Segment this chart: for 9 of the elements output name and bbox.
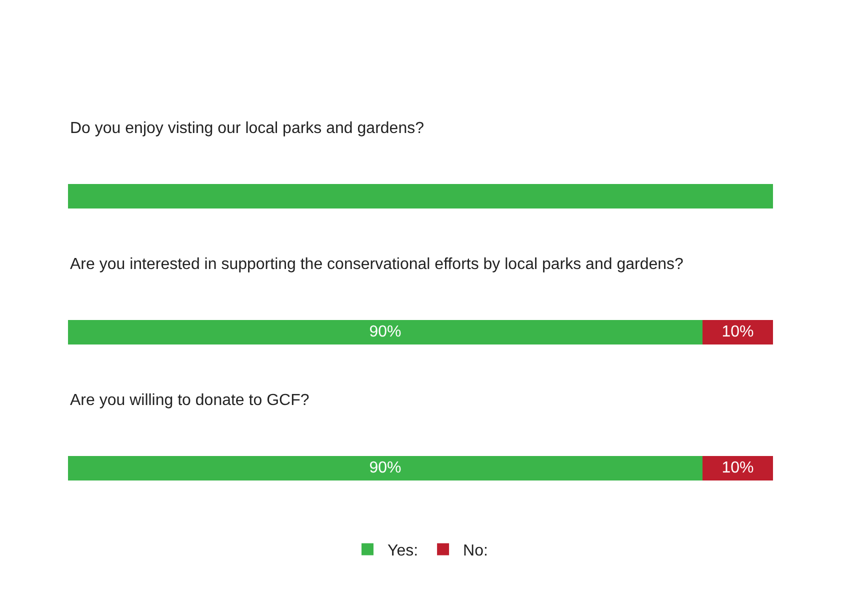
legend-label: Yes: <box>388 542 418 560</box>
data-label: 90% <box>369 324 402 341</box>
legend-label: No: <box>463 542 488 560</box>
y-tick-label: Do you enjoy visting our local parks and gardens? <box>70 120 424 137</box>
data-label: 10% <box>722 324 754 341</box>
data-label: 90% <box>369 460 402 477</box>
y-tick-label: Are you willing to donate to GCF? <box>70 392 310 409</box>
data-label: 10% <box>722 460 754 477</box>
y-tick-label: Are you interested in supporting the conservational efforts by local parks and gardens? <box>70 256 684 273</box>
